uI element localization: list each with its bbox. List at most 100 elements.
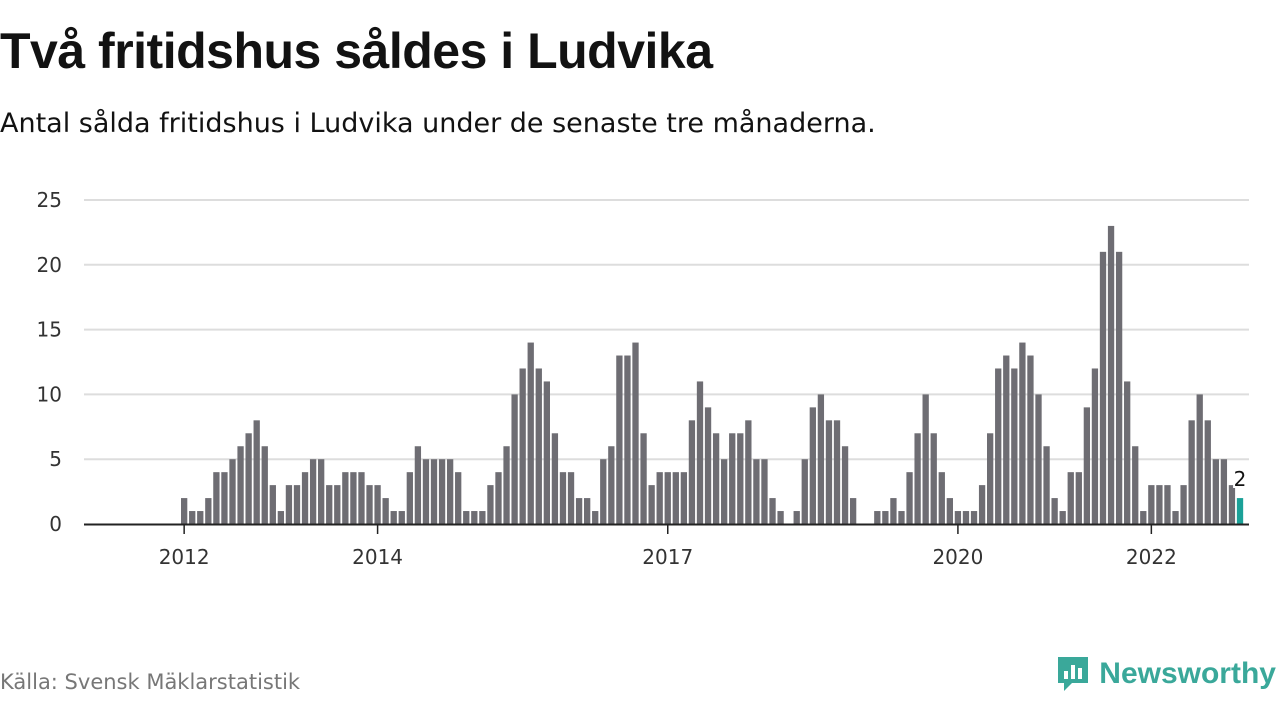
bar [809,407,816,524]
bar [551,433,559,524]
bar [326,485,333,524]
annotations: 2 [1232,465,1249,493]
bar [704,407,712,524]
bar [624,355,631,524]
bar [1140,511,1147,524]
bar [817,394,825,524]
bar [181,498,188,524]
bar [672,472,679,524]
x-tick-label: 2017 [642,545,693,569]
bar [1212,459,1219,524]
bar [1115,251,1123,524]
bar [745,420,752,524]
y-tick-label: 10 [37,382,62,406]
bar [438,459,446,524]
y-tick-label: 20 [37,253,62,277]
bar [882,511,889,524]
bar [390,511,397,524]
bar [1180,485,1187,524]
bar [1188,420,1195,524]
bar [930,433,937,524]
gridlines [84,199,1249,461]
bar [841,446,849,524]
bar [293,485,301,524]
bar [1228,485,1236,524]
bar [309,459,317,524]
bar [189,511,196,524]
bar [1164,485,1171,524]
bar [471,511,478,524]
bar [350,472,357,524]
bar [906,472,913,524]
bar [721,459,728,524]
bar [1099,251,1107,524]
bar [487,485,494,524]
bar [430,459,438,524]
bar [229,459,236,524]
bar [1132,446,1139,524]
bar-chart: 0 5 10 15 20 25 2012 2014 2017 2020 2022 2 [37,188,1249,569]
bar [269,485,276,524]
bar [463,511,470,524]
bar [221,472,228,524]
bar [1011,368,1018,524]
y-tick-label: 5 [49,447,62,471]
bar [801,459,808,524]
bar [406,472,413,524]
bar [1003,355,1010,524]
bar [688,420,696,524]
bar [519,368,526,524]
bar [656,472,663,524]
bar [301,472,309,524]
bar [922,394,929,524]
bar [1035,394,1042,524]
bar [446,459,454,524]
bar [503,446,510,524]
bar [664,472,671,524]
bar [640,433,647,524]
bar [495,472,502,524]
bar [1091,368,1099,524]
bar [833,420,841,524]
brand-name: Newsworthy [1099,657,1276,690]
bar [696,381,704,524]
x-tick-label: 2022 [1126,545,1177,569]
bar [1059,511,1066,524]
bar-highlight [1236,498,1244,524]
bar [761,459,768,524]
bar [970,511,978,524]
bar [575,498,583,524]
y-tick-label: 15 [37,318,62,342]
highlight-value-label: 2 [1234,467,1247,491]
bar [277,511,285,524]
bar [358,472,365,524]
newsworthy-logo-icon [1058,657,1089,691]
bar [712,433,720,524]
bar [648,485,655,524]
bar [1051,498,1058,524]
bars [181,225,1244,525]
bar [849,498,857,524]
bar [422,459,430,524]
bar [237,446,244,524]
bar [342,472,349,524]
bar [737,433,744,524]
bar [318,459,325,524]
bar [600,459,607,524]
bar [414,446,422,524]
bar [1196,394,1203,524]
bar [543,381,550,524]
x-tick-label: 2014 [352,545,403,569]
brand-logo: Newsworthy [1055,654,1276,694]
bar [938,472,945,524]
source-note: Källa: Svensk Mäklarstatistik [0,670,301,694]
bar [995,368,1002,524]
y-tick-label: 0 [49,512,62,536]
bar [1067,472,1074,524]
chart-subtitle: Antal sålda fritidshus i Ludvika under d… [0,108,876,139]
bar [1148,485,1155,524]
bar [374,485,381,524]
bar [680,472,688,524]
bar [1027,355,1034,524]
bar [1156,485,1163,524]
